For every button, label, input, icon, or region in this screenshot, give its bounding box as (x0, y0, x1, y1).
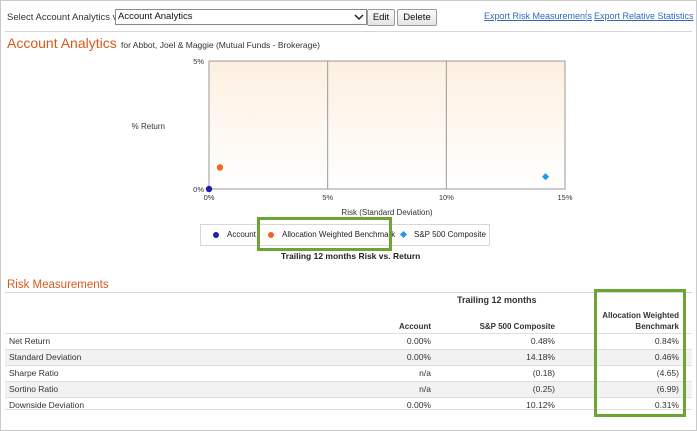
chevron-down-icon (354, 14, 364, 21)
y-axis-label: % Return (132, 122, 165, 131)
edit-button[interactable]: Edit (367, 9, 395, 26)
cell-account: 0.00% (406, 400, 431, 410)
y-tick-label: 0% (193, 185, 204, 194)
cell-sp500: (0.18) (532, 368, 555, 378)
export-relative-statistics-link[interactable]: Export Relative Statistics (594, 11, 694, 21)
legend-item-benchmark[interactable]: Allocation Weighted Benchmark (268, 225, 395, 245)
divider (5, 31, 692, 32)
cell-account: 0.00% (406, 336, 431, 346)
link-divider (586, 9, 587, 22)
legend-marker-sp500 (399, 231, 408, 239)
cell-benchmark: (6.99) (656, 384, 679, 394)
view-select-value: Account Analytics (118, 11, 193, 22)
highlight-box-benchmark-column (594, 289, 686, 417)
page-title: Account Analytics (7, 35, 117, 51)
data-point-allocation-weighted-benchmark[interactable] (216, 164, 224, 171)
legend-marker-benchmark (268, 231, 274, 238)
table-row: Sortino Ratio n/a (0.25) (6.99) (5, 381, 692, 397)
row-label: Standard Deviation (9, 352, 82, 362)
risk-return-chart: 0% 5% 10% 15% 0% 5% % Return Risk (Standard … (132, 57, 573, 217)
export-risk-measurements-link[interactable]: Export Risk Measurements (484, 11, 593, 21)
legend-label: Allocation Weighted Benchmark (282, 230, 396, 239)
table-row: Net Return 0.00% 0.48% 0.84% (5, 333, 692, 349)
x-tick-label: 10% (439, 193, 454, 202)
divider (5, 292, 692, 293)
data-point-account[interactable] (205, 185, 213, 193)
period-header: Trailing 12 months (457, 295, 537, 305)
cell-benchmark: 0.84% (654, 336, 679, 346)
legend-item-account[interactable]: Account (213, 225, 256, 245)
cell-sp500: 0.48% (530, 336, 555, 346)
y-tick-label: 5% (193, 57, 204, 66)
legend-item-sp500[interactable]: S&P 500 Composite (399, 225, 486, 245)
plot-area (208, 60, 566, 190)
column-header-account: Account (399, 322, 431, 331)
cell-benchmark: 0.46% (654, 352, 679, 362)
column-header-benchmark: Allocation Weighted Benchmark (602, 311, 679, 331)
row-label: Downside Deviation (9, 400, 85, 410)
legend-label: S&P 500 Composite (414, 230, 486, 239)
cell-account: n/a (419, 368, 431, 378)
risk-measurements-title: Risk Measurements (7, 279, 109, 291)
row-label: Net Return (9, 336, 51, 346)
risk-table: Net Return 0.00% 0.48% 0.84% Standard De… (5, 333, 692, 413)
table-row: Sharpe Ratio n/a (0.18) (4.65) (5, 365, 692, 381)
account-subtitle: for Abbot, Joel & Maggie (Mutual Funds -… (121, 40, 320, 50)
chart-title: Trailing 12 months Risk vs. Return (281, 251, 421, 261)
legend-label: Account (227, 230, 256, 239)
table-row: Downside Deviation 0.00% 10.12% 0.31% (5, 397, 692, 413)
x-tick-label: 15% (557, 193, 572, 202)
cell-account: n/a (419, 384, 431, 394)
delete-button[interactable]: Delete (397, 9, 437, 26)
x-axis-label: Risk (Standard Deviation) (341, 208, 432, 217)
row-label: Sharpe Ratio (9, 368, 59, 378)
cell-benchmark: (4.65) (656, 368, 679, 378)
cell-sp500: (0.25) (532, 384, 555, 394)
cell-account: 0.00% (406, 352, 431, 362)
view-select-label: Select Account Analytics view: (7, 12, 135, 23)
cell-benchmark: 0.31% (654, 400, 679, 410)
x-axis-ticks: 0% 5% 10% 15% (204, 193, 573, 202)
table-row: Standard Deviation 0.00% 14.18% 0.46% (5, 349, 692, 365)
x-tick-label: 5% (322, 193, 333, 202)
cell-sp500: 10.12% (526, 400, 555, 410)
cell-sp500: 14.18% (526, 352, 555, 362)
data-point-s-p-500-composite[interactable] (542, 173, 550, 181)
row-label: Sortino Ratio (9, 384, 59, 394)
data-points (205, 164, 550, 193)
view-select[interactable]: Account Analytics (115, 9, 367, 25)
legend-marker-account (213, 231, 219, 238)
x-tick-label: 0% (204, 193, 215, 202)
divider (5, 409, 692, 410)
column-header-sp500: S&P 500 Composite (479, 322, 555, 331)
y-axis-ticks: 0% 5% (193, 57, 204, 194)
chart-legend: Account Allocation Weighted Benchmark S&… (200, 224, 490, 246)
highlight-box-legend (257, 217, 392, 251)
gridlines (327, 61, 447, 189)
